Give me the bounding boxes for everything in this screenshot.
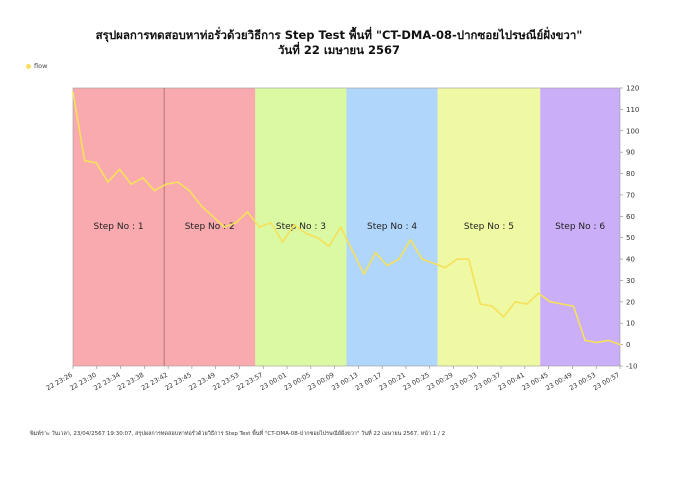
legend-swatch-flow <box>26 63 31 69</box>
step-band-4 <box>346 88 438 366</box>
flow-data-point <box>141 176 144 179</box>
flow-data-point <box>397 258 400 260</box>
flow-data-point <box>595 341 598 344</box>
flow-data-point <box>467 258 470 260</box>
step-label-3: Step No : 3 <box>276 222 326 232</box>
flow-data-point <box>607 339 610 342</box>
print-footer: พิมพ์ราะ วันเวลา, 23/04/2567 19:30:07, ส… <box>30 431 446 437</box>
flow-data-point <box>432 262 435 265</box>
flow-data-point <box>316 236 319 239</box>
flow-data-point <box>223 226 226 228</box>
x-tick-label: 23 00:57 <box>592 371 621 392</box>
flow-data-point <box>188 189 191 192</box>
step-band-5 <box>437 88 541 366</box>
chart-subtitle: วันที่ 22 เมษายน 2567 <box>277 43 401 57</box>
flow-data-point <box>502 315 505 318</box>
flow-data-point <box>491 305 493 308</box>
flow-data-point <box>549 300 552 303</box>
flow-data-point <box>246 211 249 213</box>
flow-data-point <box>584 339 586 342</box>
step-label-2: Step No : 2 <box>185 222 235 232</box>
y-tick-label: 70 <box>626 191 635 199</box>
flow-data-point <box>374 251 377 254</box>
y-tick-label: 90 <box>626 149 635 157</box>
flow-data-point <box>118 168 121 171</box>
flow-data-point <box>363 273 365 275</box>
y-tick-label: 20 <box>626 298 635 306</box>
flow-data-point <box>72 91 74 94</box>
flow-data-point <box>258 226 261 228</box>
flow-data-point <box>153 189 156 192</box>
flow-data-point <box>176 181 179 183</box>
flow-data-point <box>269 221 272 224</box>
flow-data-point <box>95 161 98 164</box>
flow-data-point <box>107 181 109 183</box>
flow-series-line <box>72 92 621 346</box>
flow-data-point <box>235 221 237 224</box>
flow-data-point <box>479 303 482 305</box>
step-label-4: Step No : 4 <box>367 222 417 232</box>
flow-data-point <box>525 303 528 305</box>
flow-data-point <box>386 264 389 267</box>
flow-data-point <box>339 226 342 228</box>
flow-data-point <box>130 183 133 186</box>
flow-data-point <box>444 266 447 269</box>
flow-data-point <box>293 223 296 226</box>
flow-data-point <box>281 241 284 243</box>
flow-data-point <box>560 303 563 305</box>
flow-data-point <box>200 204 202 207</box>
y-tick-label: 50 <box>626 234 635 242</box>
step-band-3 <box>255 88 347 366</box>
flow-data-point <box>619 343 621 346</box>
flow-data-point <box>572 305 575 308</box>
y-tick-label: 60 <box>626 213 635 221</box>
flow-data-point <box>83 159 86 162</box>
legend: flow <box>26 62 47 70</box>
y-tick-label: 40 <box>626 256 635 264</box>
step-band-2 <box>164 88 256 366</box>
y-tick-label: 0 <box>626 341 630 349</box>
y-tick-label: 120 <box>626 85 639 93</box>
y-tick-label: 10 <box>626 320 635 328</box>
legend-label-flow: flow <box>34 62 48 70</box>
flow-data-point <box>328 245 330 248</box>
chart-title: สรุปผลการทดสอบหาท่อรั่วด้วยวิธีการ Step … <box>95 28 583 42</box>
step-label-6: Step No : 6 <box>555 222 605 232</box>
y-tick-label: 110 <box>626 106 639 114</box>
flow-data-point <box>514 300 517 303</box>
flow-data-point <box>456 258 458 260</box>
flow-data-point <box>304 232 307 235</box>
step-band-6 <box>540 88 620 366</box>
step-label-1: Step No : 1 <box>94 222 144 232</box>
flow-data-point <box>409 238 412 241</box>
flow-data-point <box>211 215 214 218</box>
y-tick-label: -10 <box>626 363 637 371</box>
y-tick-label: 100 <box>626 127 639 135</box>
flow-data-point <box>351 249 354 252</box>
plot-frame <box>72 87 621 367</box>
step-label-5: Step No : 5 <box>464 222 514 232</box>
step-band-1 <box>73 88 165 366</box>
flow-data-point <box>421 258 424 260</box>
flow-data-point <box>165 183 168 186</box>
y-tick-label: 30 <box>626 277 635 285</box>
flow-data-point <box>537 292 540 295</box>
y-tick-label: 80 <box>626 170 635 178</box>
